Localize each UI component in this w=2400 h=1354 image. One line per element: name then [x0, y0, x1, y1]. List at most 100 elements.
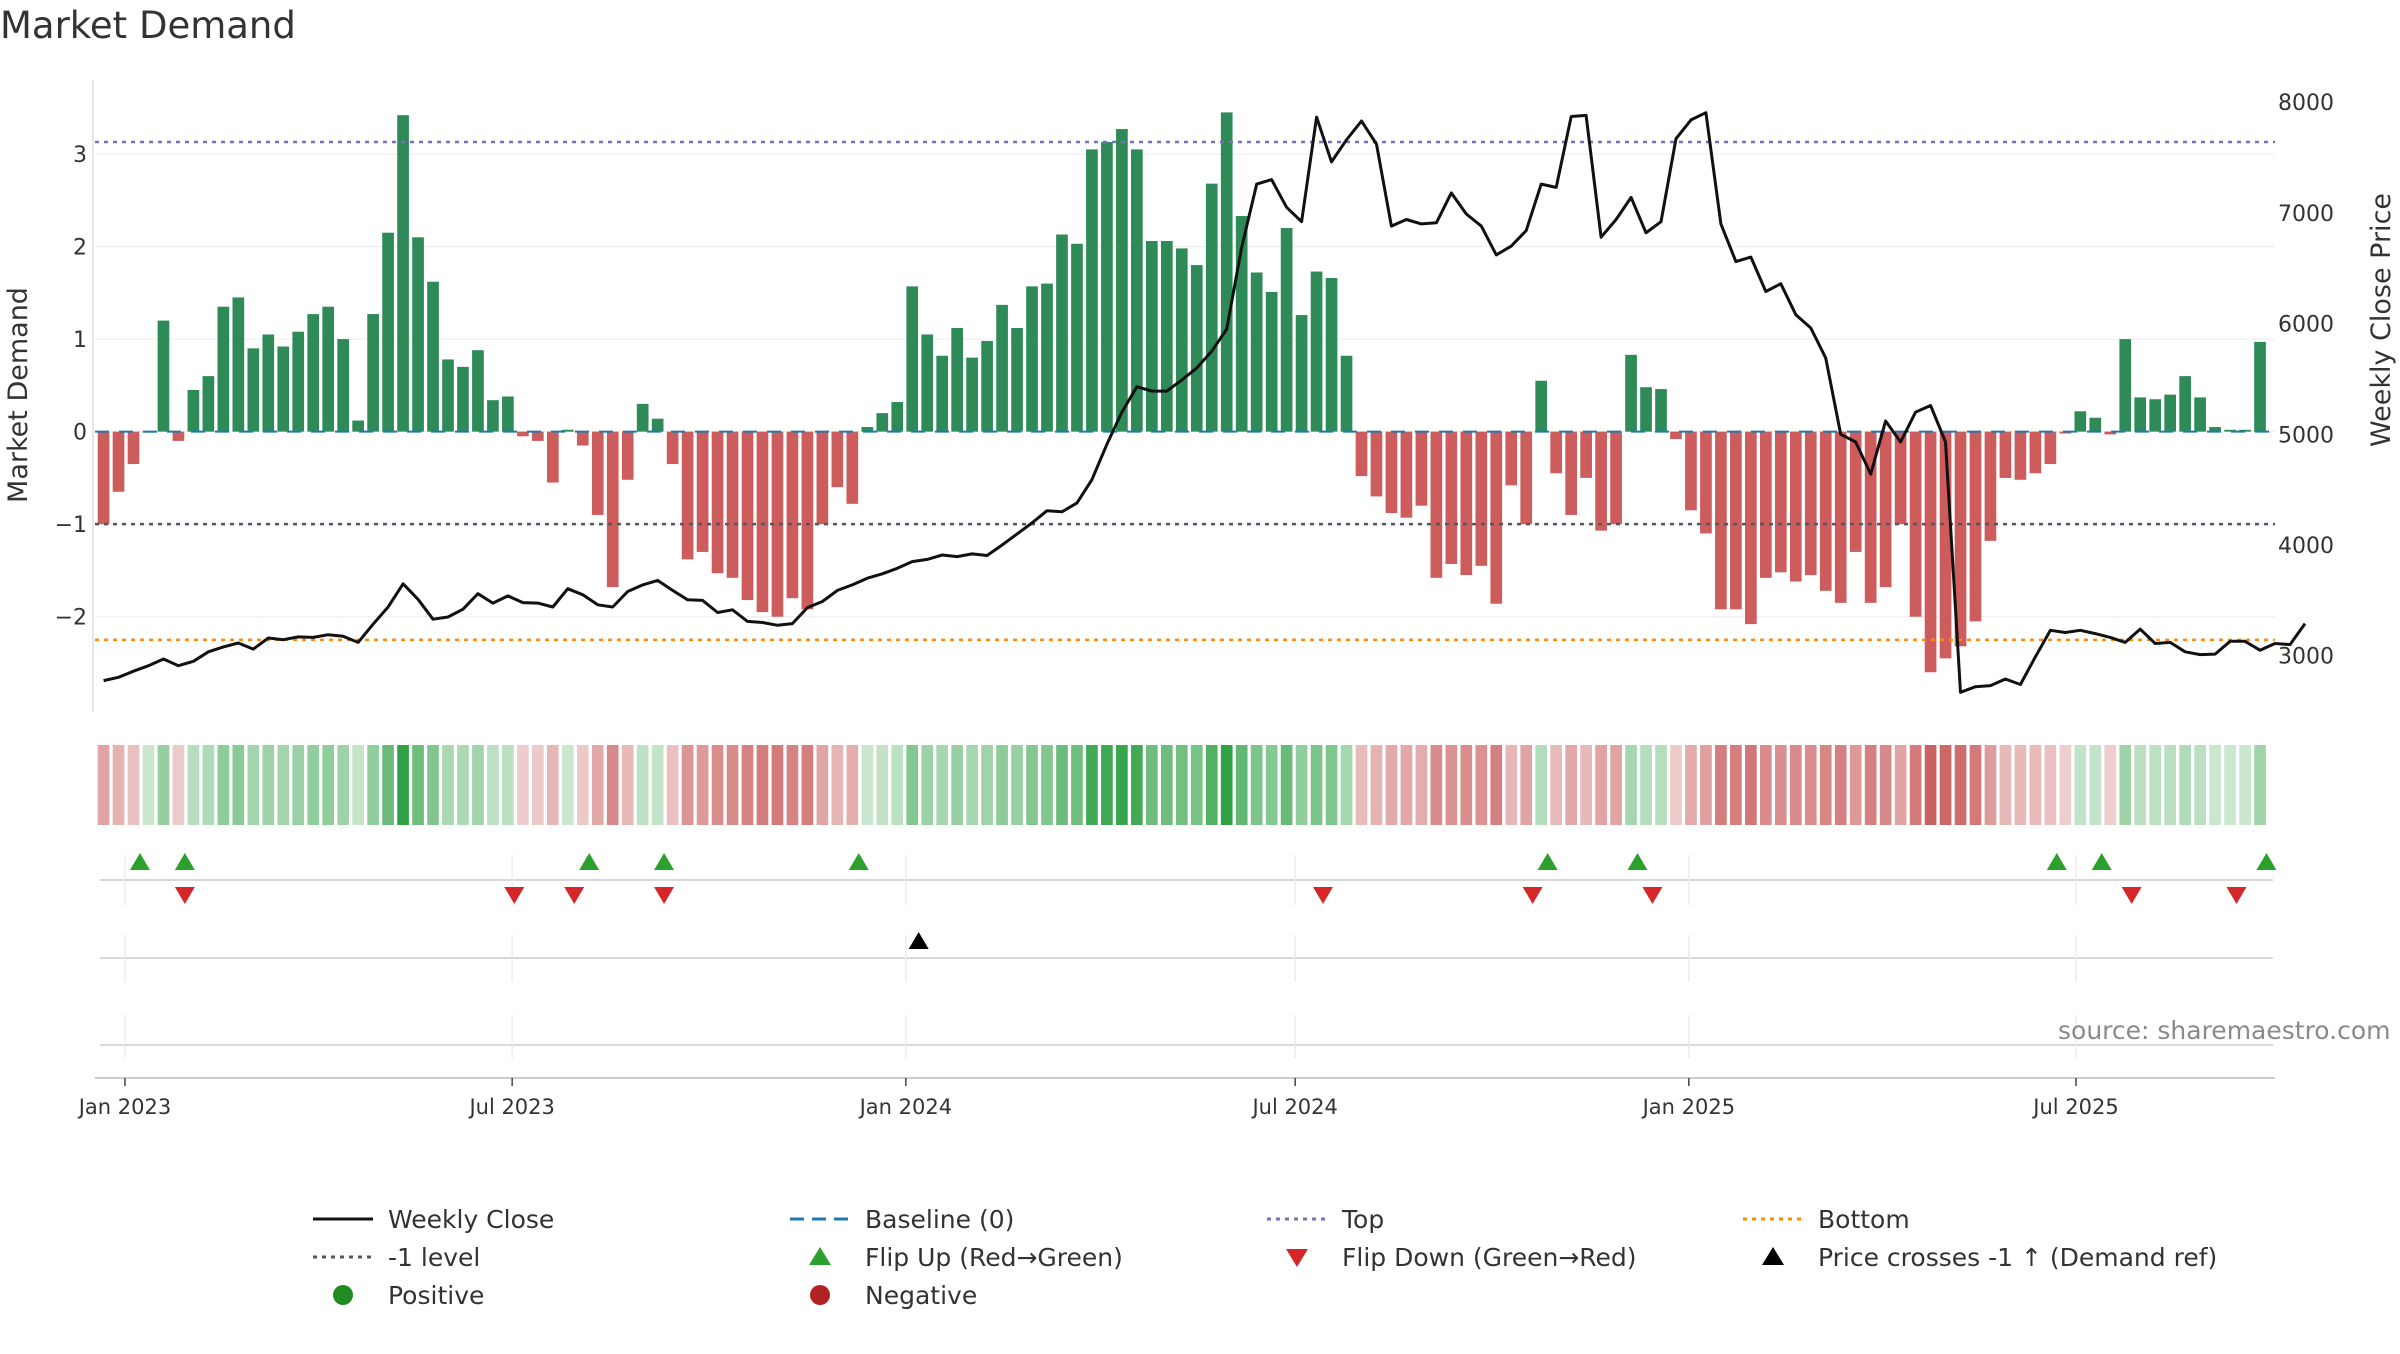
demand-bar: [2164, 394, 2177, 432]
heat-strip-cell: [1145, 745, 1158, 825]
dot-icon: [333, 1285, 353, 1305]
heat-strip-cell: [666, 745, 679, 825]
demand-bar: [457, 366, 469, 432]
flip-down-marker: [2226, 887, 2247, 904]
demand-bar: [367, 314, 379, 432]
right-tick-label: 4000: [2278, 534, 2334, 559]
legend-bottom: Bottom: [1738, 1200, 1910, 1238]
heat-strip-cell: [906, 745, 919, 825]
demand-bar: [1700, 431, 1712, 534]
demand-bar: [277, 346, 290, 432]
demand-bar: [621, 431, 634, 480]
demand-bar: [1505, 431, 1518, 486]
demand-bar: [1954, 431, 1967, 647]
demand-bar: [1550, 431, 1563, 474]
demand-bar: [1939, 431, 1952, 659]
demand-bar: [1086, 149, 1098, 432]
flip-up-marker: [2046, 853, 2067, 870]
demand-bar: [1535, 380, 1548, 432]
demand-bar: [576, 431, 589, 446]
demand-bar: [1834, 431, 1847, 603]
y-axis-label: Market Demand: [3, 287, 34, 503]
legend-label: -1 level: [388, 1242, 481, 1272]
legend-negative: Negative: [785, 1276, 977, 1314]
demand-bar: [1475, 431, 1488, 566]
heat-strip-cell: [367, 745, 379, 825]
legend-top: Top: [1262, 1200, 1384, 1238]
right-tick-label: 8000: [2278, 91, 2334, 116]
demand-bar: [1175, 248, 1188, 432]
heat-strip-cell: [1116, 745, 1128, 825]
demand-bar: [681, 431, 694, 560]
flip-up-marker: [579, 853, 600, 870]
heat-strip-cell: [1655, 745, 1667, 825]
demand-bar: [1325, 278, 1338, 432]
x-tick-label: Jul 2023: [467, 1095, 554, 1119]
heat-strip-cell: [232, 745, 245, 825]
legend-label: Flip Down (Green→Red): [1342, 1242, 1637, 1272]
heat-strip-cell: [891, 745, 904, 825]
legend: Weekly Close Baseline (0) Top Bottom -1 …: [0, 1200, 2400, 1320]
demand-bar: [1131, 149, 1143, 432]
demand-bar: [1400, 431, 1413, 518]
demand-bar: [2089, 417, 2102, 432]
heat-strip-cell: [2074, 745, 2087, 825]
flip-up-marker: [2256, 853, 2277, 870]
demand-bar: [1670, 431, 1682, 440]
flip-down-marker: [504, 887, 525, 904]
heat-strip-cell: [1849, 745, 1862, 825]
heat-strip-cell: [1071, 745, 1083, 825]
demand-bar: [2044, 431, 2057, 465]
heat-strip-cell: [2089, 745, 2102, 825]
demand-bar: [1685, 431, 1697, 511]
demand-bar: [1011, 328, 1023, 432]
heat-strip-cell: [981, 745, 993, 825]
demand-bar: [726, 431, 739, 578]
heat-strip-cell: [1475, 745, 1488, 825]
flip-up-marker: [654, 853, 675, 870]
demand-bar: [861, 427, 874, 432]
demand-bar: [1116, 129, 1128, 432]
heat-strip-cell: [1879, 745, 1892, 825]
demand-bar: [1595, 431, 1607, 531]
heat-strip-cell: [532, 745, 544, 825]
demand-bar: [397, 115, 409, 432]
demand-bar: [1894, 431, 1907, 525]
heat-strip-cell: [2149, 745, 2162, 825]
demand-bar: [981, 340, 993, 432]
heat-strip-cell: [1490, 745, 1503, 825]
heat-strip-cell: [217, 745, 230, 825]
demand-bar: [921, 334, 934, 432]
flip-up-marker: [1537, 853, 1558, 870]
demand-bar: [2119, 339, 2132, 432]
legend-price-cross: Price crosses -1 ↑ (Demand ref): [1738, 1238, 2217, 1276]
heat-strip-cell: [1819, 745, 1832, 825]
heat-strip-cell: [591, 745, 604, 825]
legend-label: Bottom: [1818, 1204, 1910, 1234]
heat-strip-cell: [741, 745, 754, 825]
flip-down-marker: [564, 887, 585, 904]
heat-strip-cell: [502, 745, 514, 825]
demand-bar: [1056, 234, 1068, 432]
demand-bar: [1355, 431, 1368, 477]
heat-strip-cell: [1954, 745, 1967, 825]
heat-strip-cell: [696, 745, 709, 825]
demand-bar: [546, 431, 559, 483]
heat-strip-cell: [801, 745, 814, 825]
heat-strip-cell: [1670, 745, 1682, 825]
demand-bar: [1460, 431, 1473, 576]
heat-strip-cell: [996, 745, 1008, 825]
demand-bar: [1655, 389, 1667, 432]
flip-down-marker: [1522, 887, 1543, 904]
demand-bar: [966, 357, 978, 432]
heat-strip-cell: [756, 745, 769, 825]
heat-strip-cell: [172, 745, 185, 825]
heat-strip-cell: [127, 745, 140, 825]
demand-bar: [1445, 431, 1458, 564]
flip-down-marker: [1312, 887, 1333, 904]
demand-bar: [517, 431, 529, 437]
heat-strip-cell: [1325, 745, 1338, 825]
demand-bar: [1430, 431, 1443, 578]
demand-bar: [2029, 431, 2042, 474]
